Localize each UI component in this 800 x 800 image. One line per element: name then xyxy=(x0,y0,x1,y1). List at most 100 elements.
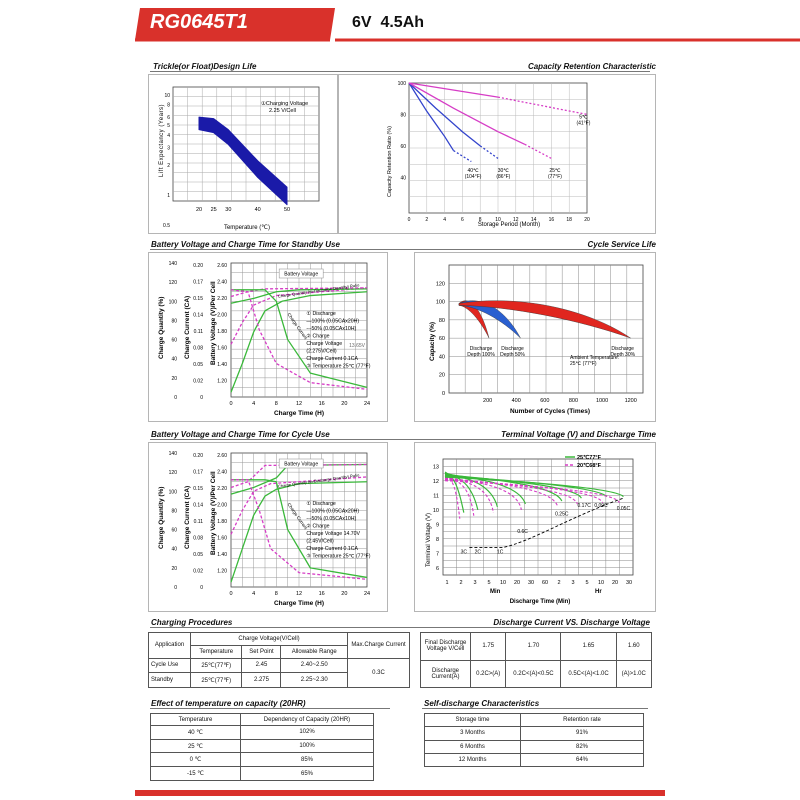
cycle-use-title: Battery Voltage and Charge Time for Cycl… xyxy=(151,430,330,439)
y-tick-label: 9 xyxy=(436,522,439,528)
y-tick-label: 10 xyxy=(164,93,170,99)
legend-line: ---50% (0.05CAx10H) xyxy=(306,516,356,522)
table-row: 25 ℃ 100% xyxy=(150,738,374,754)
quantity-tick: 120 xyxy=(169,470,178,476)
y-tick-label: 1 xyxy=(167,193,170,199)
legend-line: (2.275V/Cell) xyxy=(306,349,337,355)
terminal-voltage-title: Terminal Voltage (V) and Discharge Time xyxy=(501,430,656,439)
y-axis-label: Charge Quantity (%) xyxy=(158,297,165,359)
legend-line: (2.45V/Cell) xyxy=(306,539,334,545)
charge-quantity-100 xyxy=(230,291,368,393)
y-tick-label: 60 xyxy=(439,336,445,342)
series-label: (41°F) xyxy=(576,120,590,126)
y-ticks: 120 100 80 60 40 20 0 xyxy=(436,281,445,397)
current-tick: 0.15 xyxy=(193,296,203,302)
cell: 65% xyxy=(240,766,374,781)
voltage-tick: 2.00 xyxy=(217,313,227,319)
subheader-set-point: Set Point xyxy=(241,644,282,659)
grid xyxy=(230,262,368,398)
x-tick-label: 3 xyxy=(473,580,476,586)
ambient-label-1: Ambient Temperature: xyxy=(570,355,619,361)
subheader-range: Allowable Range xyxy=(280,644,348,659)
current-tick: 0.02 xyxy=(193,379,203,385)
depth-label: Discharge xyxy=(611,346,634,352)
x-ticks: 1 2 3 5 10 20 30 60 2 3 5 10 20 30 xyxy=(445,580,632,586)
current-tick: 0 xyxy=(200,395,203,401)
x-tick-label: 16 xyxy=(319,401,325,407)
legend-line: Charge Voltage xyxy=(306,341,342,347)
ambient-label-2: 25℃ (77°F) xyxy=(570,361,597,367)
x-tick-label: 20 xyxy=(341,401,347,407)
current-tick: 0.11 xyxy=(194,329,204,335)
cell: 3 Months xyxy=(424,726,521,741)
y-tick-label: 4 xyxy=(167,133,170,139)
y-tick-label: 0 xyxy=(442,391,445,397)
cell: Cycle Use xyxy=(148,657,191,674)
voltage-tick: 2.20 xyxy=(217,296,227,302)
capacity-retention-chart: 100 80 60 40 0 2 4 6 8 10 12 14 16 18 20 Capacity Ret… xyxy=(387,81,591,228)
y-tick-label: 80 xyxy=(400,112,406,118)
ticks: 0 4 8 12 16 20 24 140 120 100 80 60 40 20 0 0.20 0.17 0.1… xyxy=(169,261,370,407)
discharge-curve-20c xyxy=(444,478,559,508)
current-tick: 0.05 xyxy=(193,362,203,368)
voltage-tick: 1.60 xyxy=(217,536,227,542)
y-tick-label: 2 xyxy=(167,163,170,169)
y-tick-label: 80 xyxy=(439,318,445,324)
y-axis-label: Capacity (%) xyxy=(429,322,436,361)
x-tick-label: 8 xyxy=(479,217,482,223)
cell: 1.75 xyxy=(469,632,507,661)
rate-label: 0.25C xyxy=(555,512,569,518)
y-axis-label: Charge Quantity (%) xyxy=(158,487,165,549)
x-ticks: 200 400 600 800 1000 1200 xyxy=(483,398,637,404)
voltage-tick: 2.40 xyxy=(217,470,227,476)
cell: 0.5C<(A)<1.0C xyxy=(560,659,617,688)
current-tick: 0.17 xyxy=(193,470,203,476)
x-axis-label: Number of Cycles (Times) xyxy=(510,408,590,415)
charge-quantity-50 xyxy=(230,287,368,345)
quantity-tick: 140 xyxy=(169,261,178,267)
x-axis-label: Temperature (℃) xyxy=(224,225,270,231)
x-tick-label: 1000 xyxy=(596,398,608,404)
cell: 25 ℃ xyxy=(150,738,241,754)
x-tick-label: 2 xyxy=(459,580,462,586)
label-box xyxy=(278,268,324,279)
x-tick-label: 20 xyxy=(612,580,618,586)
ticks: 0 4 8 12 16 20 24 140 120 100 80 60 40 20 0 0.20 0.17 0.1… xyxy=(169,451,370,597)
axis-labels: Charge Quantity (%) Charge Current (CA) Ba… xyxy=(158,281,217,365)
retention-lines xyxy=(408,82,588,163)
retention-line-dashed xyxy=(524,143,552,160)
x-tick-label: 4 xyxy=(443,217,446,223)
axis-labels: Charge Quantity (%) Charge Current (CA) Ba… xyxy=(158,471,217,555)
table-row: 12 Months 64% xyxy=(424,752,644,768)
cell: 1.70 xyxy=(505,632,562,661)
discharge-vs-voltage-title: Discharge Current VS. Discharge Voltage xyxy=(493,618,650,627)
y-tick-label: 100 xyxy=(398,81,407,87)
depth-areas xyxy=(458,300,631,339)
row-label: Discharge Current(A) xyxy=(420,659,471,688)
y-axis-label: Battery Voltage (V)/Per Cell xyxy=(210,281,217,365)
y-tick-label: 20 xyxy=(439,373,445,379)
cell: 1.60 xyxy=(615,632,653,661)
charge-quantity-100 xyxy=(230,481,368,583)
voltage-tick: 2.20 xyxy=(217,486,227,492)
y-tick-label: 8 xyxy=(436,537,439,543)
legend-line: —100% (0.05CAx20H) xyxy=(306,509,359,515)
rate-label: 0.05C xyxy=(617,506,631,512)
y-axis-label: Lift Expectancy (Years) xyxy=(159,104,165,177)
cell: 25℃(77℉) xyxy=(189,657,243,674)
voltage-tick: 2.40 xyxy=(217,280,227,286)
grid xyxy=(172,86,320,202)
voltage-tick: 1.60 xyxy=(217,346,227,352)
legend-line: ② Charge xyxy=(306,334,329,340)
annotation-line-2: 2.25 V/Cell xyxy=(269,108,296,114)
y-tick-label: 10 xyxy=(433,508,439,514)
x-tick-label: 5 xyxy=(585,580,588,586)
x-tick-label: 0 xyxy=(229,591,232,597)
legend-line: Charge Current 0.1CA xyxy=(306,356,358,362)
standby-panel: Charge Quantity (%) Charge Current (CA) Ba… xyxy=(148,252,388,422)
x-tick-label: 5 xyxy=(487,580,490,586)
x-tick-label: 30 xyxy=(528,580,534,586)
rule xyxy=(150,249,650,250)
x-tick-label: 20 xyxy=(584,217,590,223)
